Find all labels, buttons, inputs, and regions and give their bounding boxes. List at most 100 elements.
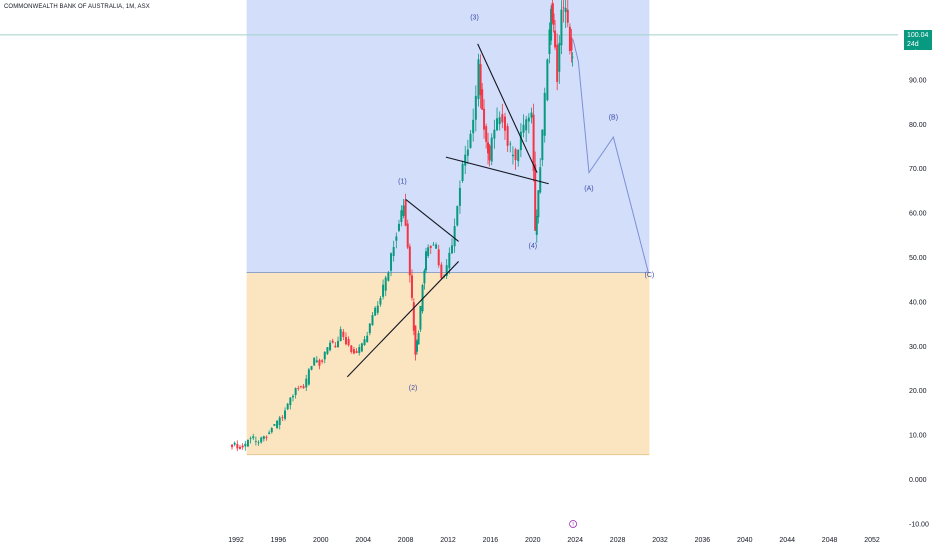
candle-body [435,244,438,249]
candle-body [307,369,310,385]
trendline[interactable] [405,198,459,242]
candle-body [395,236,398,241]
wave-label: (3) [470,14,479,21]
candle-body [514,149,517,160]
trendline[interactable] [477,43,538,173]
candle-body [466,149,469,156]
candle-body [511,154,514,157]
candle-body [477,59,480,100]
candle-body [552,13,555,25]
trendline[interactable] [445,156,549,185]
candle-body [429,246,432,248]
x-tick-label: 2028 [610,537,626,544]
candle-body [254,440,257,442]
y-tick-label: -10.00 [909,521,929,528]
candle-body [342,331,345,337]
y-tick-label: 0.000 [909,477,927,484]
candle-body [450,245,453,254]
candle-body [464,154,467,166]
candle-body [302,386,305,388]
candle-body [548,29,551,55]
candle-body [539,167,542,193]
candle-body [472,119,475,134]
candle-body [461,163,464,181]
trendline[interactable] [346,261,459,378]
candle-body [397,223,400,231]
candle-body [506,126,509,146]
x-tick-label: 2016 [483,537,499,544]
candle-body [294,388,297,396]
candle-body [241,445,244,448]
candle-body [423,270,426,284]
candle-body [496,118,499,131]
candle-body [550,8,553,41]
candle-body [519,131,522,151]
candle-body [323,351,326,360]
candle-body [260,437,263,443]
candle-body [291,395,294,398]
candle-body [244,443,247,447]
y-tick-label: 80.00 [909,122,927,129]
candle-body [560,9,563,46]
candle-body [474,95,477,120]
candle-body [233,442,236,445]
candle-body [448,252,451,269]
dividend-marker-icon[interactable] [569,520,577,528]
candle-body [564,8,567,13]
candle-body [374,307,377,316]
candle-body [568,26,571,52]
upper-target-zone[interactable] [246,0,650,273]
candle-body [554,30,557,48]
x-tick-label: 1992 [228,537,244,544]
x-tick-label: 2024 [567,537,583,544]
candle-body [363,339,366,346]
candle-body [417,333,420,345]
lower-support-zone[interactable] [246,272,650,455]
candle-body [485,126,488,142]
candle-body [522,124,525,133]
candle-body [376,305,379,313]
candle-body [571,56,574,58]
candle-body [321,360,324,362]
y-tick-label: 30.00 [909,344,927,351]
dividend-marker-label: ! [572,523,574,529]
elliott-projection-path[interactable] [572,39,649,273]
y-tick-label: 10.00 [909,433,927,440]
candle-body [551,3,554,21]
candle-body [509,143,512,145]
wave-label: (C) [645,272,655,279]
candle-body [469,133,472,148]
candle-body [366,335,369,343]
x-tick-label: 2048 [822,537,838,544]
candle-body [546,59,549,101]
x-tick-label: 2004 [355,537,371,544]
candle-body [318,359,321,366]
x-tick-label: 2000 [313,537,329,544]
x-tick-label: 2044 [779,537,795,544]
candle-body [331,340,334,343]
wave-label: (A) [584,185,593,192]
candle-body [371,315,374,326]
candle-body [350,345,353,353]
candle-body [415,340,418,352]
x-tick-label: 2020 [525,537,541,544]
candle-body [315,360,318,363]
candle-body [427,247,430,256]
candle-body [382,284,385,297]
wave-label: (2) [409,385,418,392]
candle-body [527,117,530,122]
candle-body [358,347,361,353]
candle-body [487,142,490,154]
candle-body [400,210,403,222]
candle-body [387,272,390,281]
symbol-title: COMMONWEALTH BANK OF AUSTRALIA, 1M, ASX [4,4,150,10]
candle-body [273,424,276,426]
y-tick-label: 50.00 [909,255,927,262]
candle-body [412,302,415,331]
wave-label: (1) [398,179,407,186]
candle-body [326,347,329,354]
candle-body [268,432,271,434]
candle-body [414,325,417,355]
